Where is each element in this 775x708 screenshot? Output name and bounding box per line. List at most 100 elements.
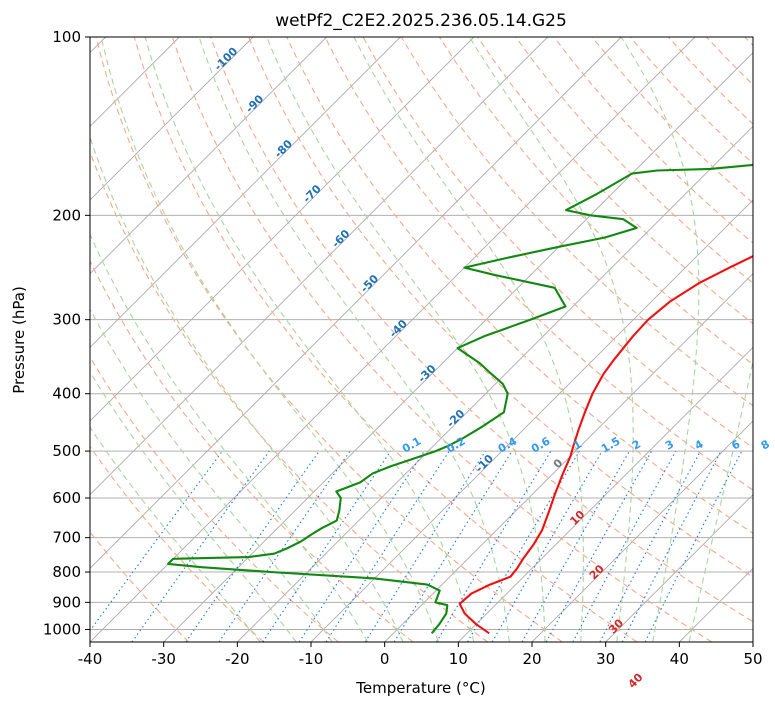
dry-adiabat-line xyxy=(286,37,753,534)
y-tick-label: 500 xyxy=(52,442,81,460)
y-tick-label: 600 xyxy=(52,489,81,507)
dewpoint-line xyxy=(167,163,753,634)
mixing-ratio-label: 0.6 xyxy=(529,434,553,455)
mixing-ratio-label: 3 xyxy=(663,438,676,453)
x-tick-label: 10 xyxy=(449,650,468,668)
isotherm-line xyxy=(458,346,753,642)
y-tick-label: 400 xyxy=(52,385,81,403)
isotherm-label: -80 xyxy=(272,137,295,160)
y-tick-label: 200 xyxy=(52,206,81,224)
x-tick-label: -20 xyxy=(225,650,250,668)
isotherm-line xyxy=(90,37,548,496)
moist-adiabat-line xyxy=(620,37,700,642)
x-tick-label: 50 xyxy=(743,650,762,668)
moist-adiabat-line xyxy=(100,37,440,642)
x-tick-label: 40 xyxy=(670,650,689,668)
mixing-ratio-line xyxy=(298,450,425,642)
mixing-ratio-line xyxy=(545,450,653,642)
x-tick-label: 0 xyxy=(380,650,390,668)
isotherm-line xyxy=(90,37,254,201)
isotherm-label: -50 xyxy=(358,272,381,295)
sounding-series xyxy=(167,163,753,635)
mixing-ratio-label: 4 xyxy=(692,437,705,452)
moist-adiabat-line xyxy=(90,370,297,642)
dry-adiabat-line xyxy=(90,259,414,642)
dry-adiabat-line xyxy=(248,37,753,578)
dry-adiabat-line xyxy=(438,37,753,366)
dry-adiabat-line xyxy=(324,37,753,491)
x-tick-label: -10 xyxy=(299,650,324,668)
background-lines xyxy=(90,37,753,642)
moist-adiabat-line xyxy=(90,232,369,642)
dry-adiabat-line xyxy=(667,37,753,125)
moist-adiabat-line xyxy=(688,358,753,642)
isotherm-label: -20 xyxy=(444,407,467,430)
isotherm-line xyxy=(531,420,753,642)
isotherm-label: 20 xyxy=(587,562,607,582)
dry-adiabat-line xyxy=(90,445,264,642)
y-axis: 100 200 300 400 500 600 700 800 900 1000 xyxy=(43,28,90,638)
mixing-ratio-line xyxy=(185,450,320,642)
moist-adiabat-line xyxy=(266,37,546,642)
y-axis-title: Pressure (hPa) xyxy=(10,286,28,394)
isotherm-label: -70 xyxy=(301,182,324,205)
x-tick-label: 20 xyxy=(522,650,541,668)
x-axis: -40 -30 -20 -10 0 10 20 30 40 50 xyxy=(78,642,763,668)
dry-adiabat-line xyxy=(706,37,753,86)
moist-adiabat-line xyxy=(90,307,333,642)
mixing-ratio-line xyxy=(90,450,223,632)
dry-adiabat-line xyxy=(171,37,712,642)
moist-adiabat-line xyxy=(353,37,584,642)
isotherm-line xyxy=(90,37,475,422)
mixing-ratio-line xyxy=(599,450,701,642)
isotherm-label: -100 xyxy=(212,44,241,73)
y-tick-label: 300 xyxy=(52,311,81,329)
moist-adiabat-line xyxy=(469,37,634,642)
y-tick-label: 100 xyxy=(52,28,81,46)
mixing-ratio-line xyxy=(262,450,392,642)
moist-adiabat-line xyxy=(90,135,404,642)
plot-frame xyxy=(89,36,754,643)
y-tick-label: 1000 xyxy=(43,620,81,638)
mixing-ratio-line xyxy=(393,450,513,642)
isotherm-line xyxy=(605,494,753,642)
isotherm-line xyxy=(90,37,622,569)
y-tick-label: 700 xyxy=(52,529,81,547)
dry-adiabat-line xyxy=(95,37,563,642)
isotherm-label: -40 xyxy=(387,317,410,340)
isotherm-line xyxy=(90,37,401,348)
x-tick-label: -30 xyxy=(151,650,176,668)
isotherm-label: 10 xyxy=(567,508,587,528)
x-tick-label: -40 xyxy=(78,650,103,668)
dry-adiabat-line xyxy=(133,37,638,642)
isotherm-label: -60 xyxy=(329,227,352,250)
moist-adiabat-line xyxy=(90,426,261,642)
mixing-ratio-line xyxy=(364,450,486,642)
mixing-ratio-line xyxy=(218,450,351,642)
mixing-ratio-line xyxy=(325,450,450,642)
chart-title: wetPf2_C2E2.2025.236.05.14.G25 xyxy=(275,11,567,31)
dry-adiabat-line xyxy=(90,356,339,642)
isotherm-line xyxy=(679,567,753,642)
isotherm-line xyxy=(237,125,753,642)
isotherm-label: -30 xyxy=(415,362,438,385)
dry-adiabat-line xyxy=(209,37,753,623)
moist-adiabat-line xyxy=(198,37,510,642)
dry-adiabat-line xyxy=(515,37,753,284)
isotherm-line xyxy=(90,37,696,642)
mixing-ratio-label: 2 xyxy=(630,438,643,453)
mixing-ratio-line xyxy=(572,450,677,642)
dry-adiabat-line xyxy=(90,150,488,642)
dry-adiabat-line xyxy=(591,37,753,204)
isotherm-line xyxy=(384,273,753,642)
isotherm-line xyxy=(752,641,753,642)
mixing-ratio-label: 0.1 xyxy=(400,435,423,456)
y-tick-label: 800 xyxy=(52,563,81,581)
isotherm-line xyxy=(163,52,753,642)
mixing-ratio-label: 6 xyxy=(729,437,742,452)
isotherm-line xyxy=(90,37,327,275)
mixing-ratio-label: 8 xyxy=(759,438,772,453)
mixing-ratio-line xyxy=(467,450,580,642)
isotherm-label: 40 xyxy=(626,671,646,691)
